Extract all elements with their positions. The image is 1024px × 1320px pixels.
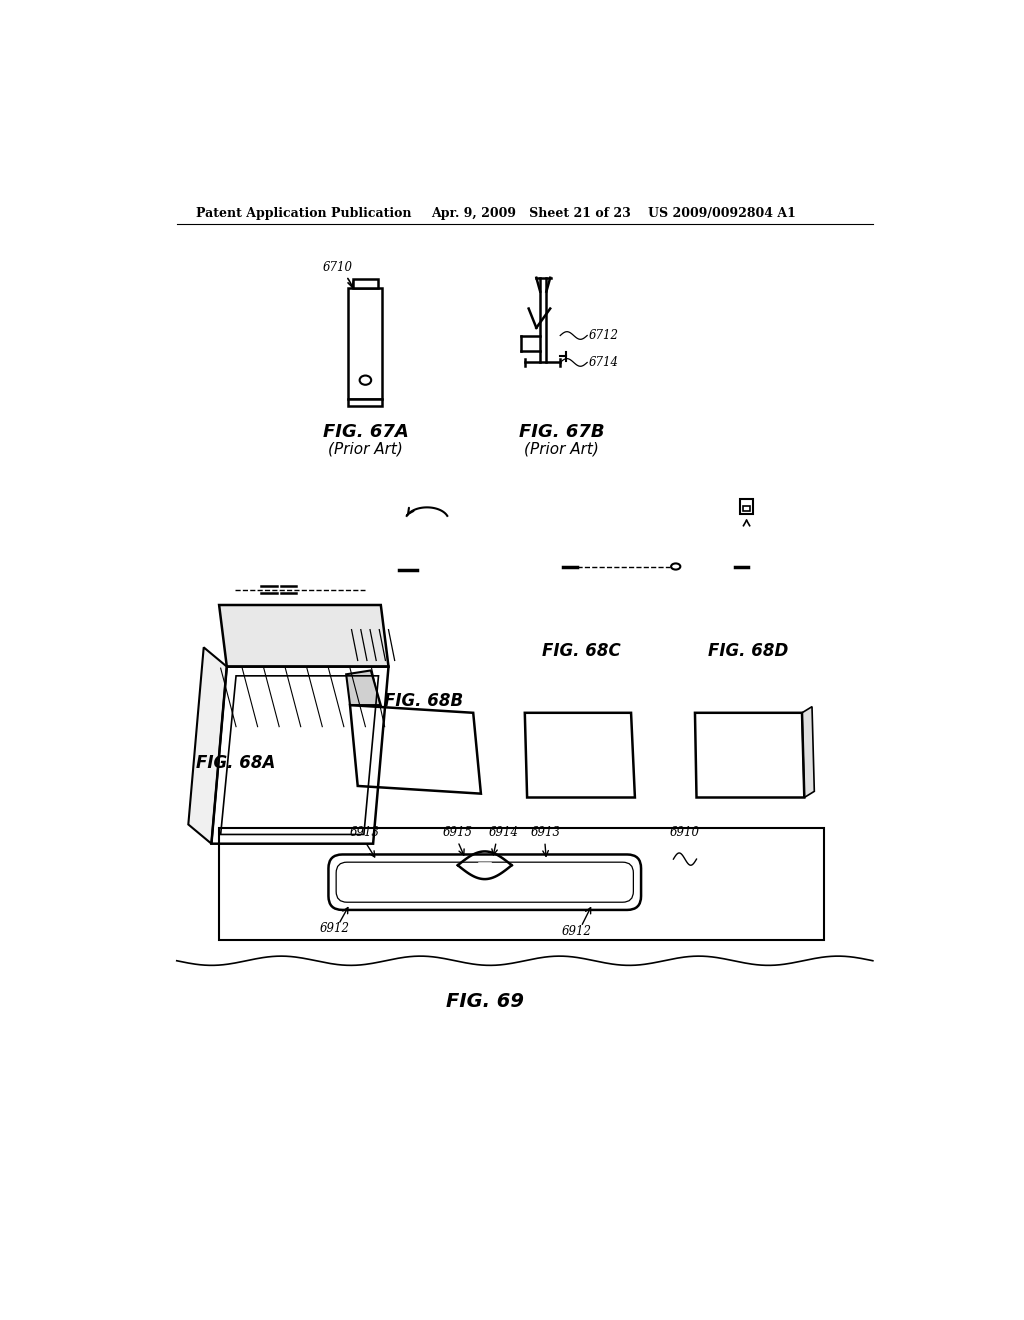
Ellipse shape [671,564,680,570]
Text: 6712: 6712 [589,329,618,342]
Text: FIG. 68D: FIG. 68D [708,643,788,660]
Text: FIG. 67B: FIG. 67B [519,422,604,441]
FancyBboxPatch shape [336,862,634,903]
Text: 6913: 6913 [350,826,380,840]
Polygon shape [802,706,814,797]
FancyBboxPatch shape [329,854,641,909]
Bar [348,288,382,400]
Bar [740,499,753,515]
Bar [742,507,751,511]
Text: FIG. 68C: FIG. 68C [542,643,621,660]
Polygon shape [219,605,388,667]
Text: (Prior Art): (Prior Art) [328,442,402,457]
Text: FIG. 68B: FIG. 68B [384,692,463,710]
Text: 6912: 6912 [562,924,592,937]
Text: US 2009/0092804 A1: US 2009/0092804 A1 [648,207,796,220]
Text: FIG. 68A: FIG. 68A [196,754,275,772]
Text: FIG. 69: FIG. 69 [445,993,523,1011]
Bar [348,400,382,405]
Ellipse shape [359,376,371,385]
FancyBboxPatch shape [219,829,823,940]
Text: 6914: 6914 [488,826,518,840]
Text: 6910: 6910 [670,826,699,840]
Text: FIG. 67A: FIG. 67A [323,422,409,441]
Text: 6915: 6915 [442,826,472,840]
Text: 6913: 6913 [531,826,561,840]
Polygon shape [188,647,226,843]
Text: Apr. 9, 2009   Sheet 21 of 23: Apr. 9, 2009 Sheet 21 of 23 [431,207,631,220]
Text: 6912: 6912 [319,923,349,936]
Bar [353,279,378,288]
Text: (Prior Art): (Prior Art) [524,442,599,457]
Text: 6714: 6714 [589,356,618,370]
Polygon shape [346,671,381,705]
Text: 6710: 6710 [323,261,353,273]
Text: Patent Application Publication: Patent Application Publication [196,207,412,220]
